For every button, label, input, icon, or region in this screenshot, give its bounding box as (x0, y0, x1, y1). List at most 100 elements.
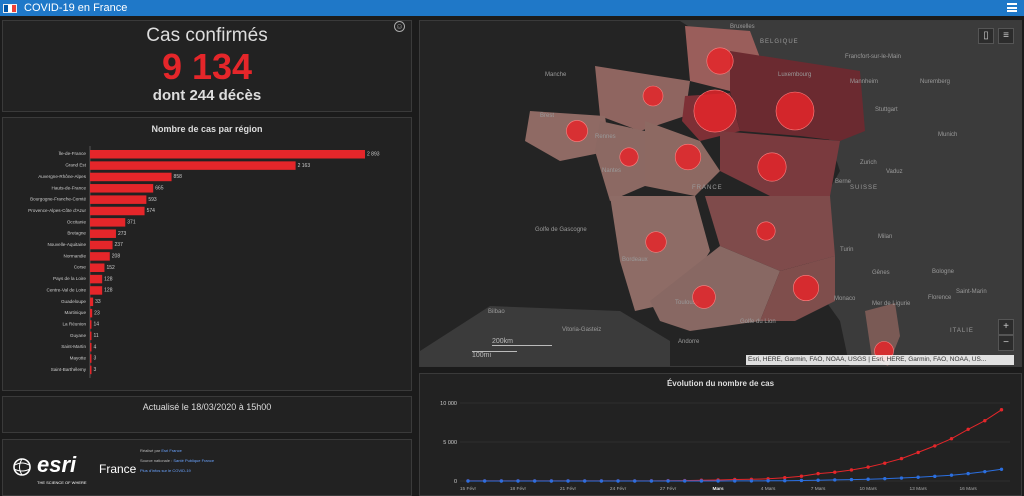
series-point[interactable] (999, 467, 1004, 471)
region-bar[interactable] (90, 184, 154, 193)
series-point[interactable] (733, 479, 737, 483)
case-bubble[interactable] (692, 285, 716, 309)
case-bubble[interactable] (674, 143, 702, 171)
zoom-in-button[interactable]: + (998, 319, 1014, 335)
series-point[interactable] (833, 478, 837, 482)
hamburger-menu-icon[interactable] (1007, 2, 1017, 13)
x-tick-label: 15 Févr (460, 486, 477, 492)
case-bubble[interactable] (775, 91, 815, 131)
region-bar[interactable] (90, 308, 93, 318)
series-point[interactable] (482, 479, 487, 483)
series-point[interactable] (766, 479, 770, 483)
series-point[interactable] (499, 479, 504, 483)
series-point[interactable] (949, 437, 954, 441)
regions-bar-chart: Île-de-France 2 893 Grand Est 2 163 Auvergne… (28, 146, 380, 378)
bookmark-icon[interactable]: ▯ (978, 28, 994, 44)
region-bar[interactable] (90, 365, 92, 375)
series-point[interactable] (783, 476, 787, 480)
case-bubble[interactable] (757, 152, 787, 182)
made-by-link[interactable]: Esri France (161, 448, 182, 453)
series-point[interactable] (933, 444, 937, 448)
series-point[interactable] (633, 479, 637, 483)
region-bar[interactable] (90, 286, 103, 295)
series-point[interactable] (999, 408, 1004, 412)
series-point[interactable] (749, 479, 754, 483)
zoom-out-button[interactable]: − (998, 335, 1014, 351)
region-bar[interactable] (90, 320, 92, 329)
region-bar[interactable] (90, 195, 147, 204)
series-point[interactable] (616, 479, 620, 483)
region-bar[interactable] (90, 297, 94, 307)
case-bubble[interactable] (792, 275, 819, 302)
more-info-link[interactable]: Plus d'infos sur le COVID-19 (140, 468, 191, 473)
series-point[interactable] (966, 471, 970, 476)
series-point[interactable] (899, 476, 904, 480)
series-point[interactable] (883, 461, 887, 465)
series-point[interactable] (966, 427, 970, 431)
series-point[interactable] (716, 479, 720, 483)
series-point[interactable] (466, 479, 470, 483)
case-bubble[interactable] (756, 221, 776, 241)
series-point[interactable] (916, 450, 920, 455)
x-tick-label: 10 Mars (859, 486, 877, 492)
case-bubbles[interactable] (566, 47, 894, 361)
case-bubble[interactable] (566, 120, 588, 142)
case-bubble[interactable] (642, 85, 664, 107)
smiley-icon[interactable]: ☺ (394, 21, 405, 32)
region-bar[interactable] (90, 206, 145, 216)
region-bar-label: Saint-Martin (61, 344, 86, 349)
case-bubble[interactable] (619, 147, 639, 167)
series-point[interactable] (549, 479, 554, 483)
legend-list-icon[interactable]: ≡ (998, 28, 1014, 44)
series-point[interactable] (816, 478, 820, 482)
series-point[interactable] (883, 476, 887, 481)
series-point[interactable] (532, 479, 537, 483)
region-bar[interactable] (90, 342, 92, 352)
x-tick-label: 16 Mars (959, 486, 977, 492)
region-bar-value: 237 (115, 242, 124, 248)
region-bar[interactable] (90, 274, 103, 284)
region-bar[interactable] (90, 218, 126, 227)
series-point[interactable] (566, 479, 570, 483)
series-point[interactable] (983, 419, 987, 423)
map-view[interactable]: Bruxelles BELGIQUE Francfort-sur-le-Main… (419, 20, 1022, 367)
svg-text:Munich: Munich (938, 132, 957, 138)
series-point[interactable] (916, 475, 920, 479)
series-point[interactable] (949, 473, 954, 477)
region-bar[interactable] (90, 263, 105, 273)
series-point[interactable] (799, 478, 804, 483)
case-bubble[interactable] (693, 89, 737, 133)
case-bubble[interactable] (645, 231, 667, 253)
series-point[interactable] (783, 478, 787, 483)
series-point[interactable] (849, 477, 854, 482)
case-bubble[interactable] (706, 47, 734, 75)
series-point[interactable] (866, 477, 870, 481)
series-point[interactable] (683, 479, 687, 483)
region-bar[interactable] (90, 354, 92, 363)
series-point[interactable] (933, 474, 937, 479)
series-point[interactable] (983, 469, 987, 474)
series-point[interactable] (583, 479, 587, 483)
series-point[interactable] (866, 465, 870, 469)
region-bar[interactable] (90, 150, 365, 159)
region-bar[interactable] (90, 331, 92, 341)
series-point[interactable] (599, 479, 604, 483)
esri-wordmark: esri (37, 452, 77, 477)
series-point[interactable] (816, 471, 820, 476)
series-point[interactable] (516, 479, 520, 483)
region-bar[interactable] (90, 172, 172, 182)
svg-text:Francfort-sur-le-Main: Francfort-sur-le-Main (845, 54, 901, 60)
region-bar[interactable] (90, 252, 110, 261)
series-point[interactable] (799, 474, 804, 478)
series-point[interactable] (899, 456, 904, 461)
series-point[interactable] (649, 479, 654, 483)
series-point[interactable] (699, 479, 704, 483)
region-bar[interactable] (90, 240, 113, 250)
region-bar[interactable] (90, 161, 296, 170)
france-map[interactable]: Bruxelles BELGIQUE Francfort-sur-le-Main… (420, 21, 1022, 367)
source-link[interactable]: Santé Publique France (173, 458, 215, 463)
series-point[interactable] (666, 479, 670, 483)
series-point[interactable] (833, 470, 837, 474)
region-bar[interactable] (90, 229, 116, 238)
series-point[interactable] (849, 468, 854, 472)
